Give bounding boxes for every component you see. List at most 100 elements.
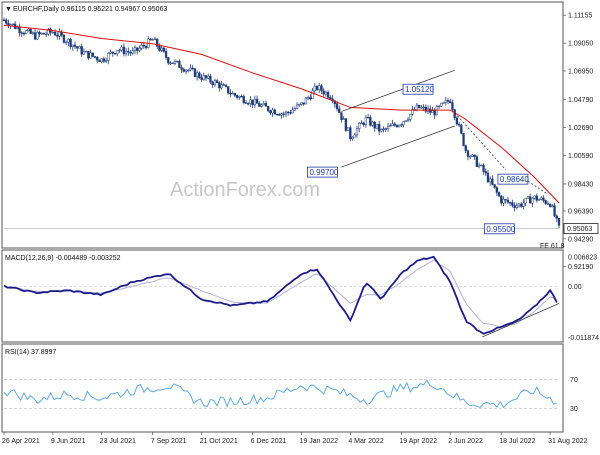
candle-body bbox=[455, 117, 459, 125]
x-tick-label: 2 Jun 2022 bbox=[448, 438, 483, 445]
candle-body bbox=[111, 51, 114, 54]
candle-body bbox=[504, 199, 507, 201]
candle-body bbox=[218, 82, 221, 89]
candle-body bbox=[189, 67, 192, 71]
candle-body bbox=[535, 195, 538, 201]
candle-body bbox=[422, 106, 425, 109]
candle-body bbox=[144, 45, 148, 49]
candle-body bbox=[96, 57, 99, 61]
candle-body bbox=[198, 72, 201, 78]
candle-body bbox=[178, 60, 181, 68]
candle-body bbox=[406, 119, 410, 121]
x-tick-label: 7 Sep 2021 bbox=[151, 438, 187, 445]
candle-body bbox=[384, 128, 387, 130]
candle-body bbox=[65, 41, 68, 44]
macd-panel-title: MACD(12,26,9) -0.004489 -0.003252 bbox=[5, 255, 121, 262]
macd-panel bbox=[1, 249, 564, 343]
annotation-box bbox=[402, 83, 434, 95]
candle-body bbox=[40, 32, 43, 35]
candle-body bbox=[104, 60, 108, 62]
candle-body bbox=[142, 44, 146, 47]
candle-body bbox=[340, 112, 343, 120]
candle-body bbox=[409, 113, 412, 120]
candle-body bbox=[522, 202, 525, 207]
candle-body bbox=[29, 28, 32, 34]
y-tick-label: 1.06950 bbox=[568, 68, 593, 75]
candle-body bbox=[220, 84, 223, 89]
candle-body bbox=[477, 164, 481, 167]
candle-body bbox=[193, 68, 197, 77]
candle-body bbox=[138, 47, 141, 51]
candle-body bbox=[164, 51, 168, 58]
candle-body bbox=[382, 128, 385, 130]
candle-body bbox=[5, 19, 8, 24]
candle-body bbox=[491, 178, 494, 185]
y-tick-label: 1.02690 bbox=[568, 125, 593, 132]
candle-body bbox=[267, 106, 270, 112]
rsi-panel-title: RSI(14) 37.8997 bbox=[5, 349, 56, 356]
candle-body bbox=[389, 125, 392, 127]
candle-body bbox=[36, 32, 39, 40]
candle-body bbox=[215, 80, 219, 83]
current-price-box bbox=[563, 223, 599, 234]
candle-body bbox=[371, 121, 374, 126]
candle-body bbox=[162, 47, 165, 52]
candle-body bbox=[298, 103, 301, 106]
candle-body bbox=[515, 205, 518, 208]
candle-body bbox=[442, 102, 445, 104]
candle-body bbox=[80, 46, 83, 55]
x-tick-label: 19 Jan 2022 bbox=[299, 438, 338, 445]
candle-body bbox=[176, 60, 179, 63]
candle-body bbox=[22, 32, 26, 35]
candle-body bbox=[20, 32, 23, 34]
candle-body bbox=[31, 32, 35, 34]
candle-body bbox=[120, 46, 123, 51]
candle-body bbox=[431, 110, 434, 113]
candle-body bbox=[322, 90, 325, 95]
x-tick-label: 18 Jul 2022 bbox=[499, 438, 535, 445]
candle-body bbox=[124, 51, 128, 55]
candle-body bbox=[400, 124, 403, 126]
macd-signal-line bbox=[3, 259, 558, 328]
candle-body bbox=[158, 46, 161, 51]
candle-body bbox=[464, 145, 467, 151]
y-tick-label: 1.11155 bbox=[568, 13, 592, 20]
candle-body bbox=[78, 46, 81, 49]
annotation-label: 0.95500 bbox=[486, 225, 515, 234]
candle-body bbox=[69, 38, 72, 48]
candle-body bbox=[546, 203, 550, 205]
x-tick-label: 19 Apr 2022 bbox=[399, 438, 437, 445]
candle-body bbox=[460, 124, 463, 134]
candle-body bbox=[253, 98, 257, 106]
candle-body bbox=[53, 31, 57, 36]
candle-body bbox=[440, 102, 443, 107]
rsi-line bbox=[3, 379, 557, 409]
candle-body bbox=[366, 117, 370, 119]
channel-upper-line bbox=[341, 69, 455, 112]
macd-tick-label: 0.00 bbox=[568, 284, 582, 291]
candle-body bbox=[202, 75, 205, 80]
candle-body bbox=[262, 103, 265, 106]
x-tick-label: 31 Aug 2022 bbox=[548, 438, 587, 445]
candle-body bbox=[62, 34, 66, 43]
candle-body bbox=[528, 196, 532, 204]
candle-body bbox=[156, 38, 159, 47]
candle-body bbox=[311, 90, 314, 100]
annotation-label: 0.99700 bbox=[309, 168, 338, 177]
y-tick-label: 1.04790 bbox=[568, 97, 593, 104]
candle-body bbox=[255, 98, 259, 104]
candle-body bbox=[480, 164, 483, 167]
candle-body bbox=[469, 156, 472, 158]
candle-body bbox=[531, 198, 534, 204]
candle-body bbox=[318, 85, 321, 90]
candle-body bbox=[27, 28, 30, 31]
candle-body bbox=[93, 56, 97, 58]
candle-body bbox=[393, 123, 396, 126]
candle-body bbox=[329, 97, 332, 100]
y-tick-label: 0.92190 bbox=[568, 264, 593, 271]
candle-body bbox=[517, 203, 521, 207]
candle-body bbox=[457, 123, 461, 126]
candle-body bbox=[520, 203, 523, 207]
candle-body bbox=[482, 164, 485, 172]
candle-body bbox=[509, 202, 512, 204]
